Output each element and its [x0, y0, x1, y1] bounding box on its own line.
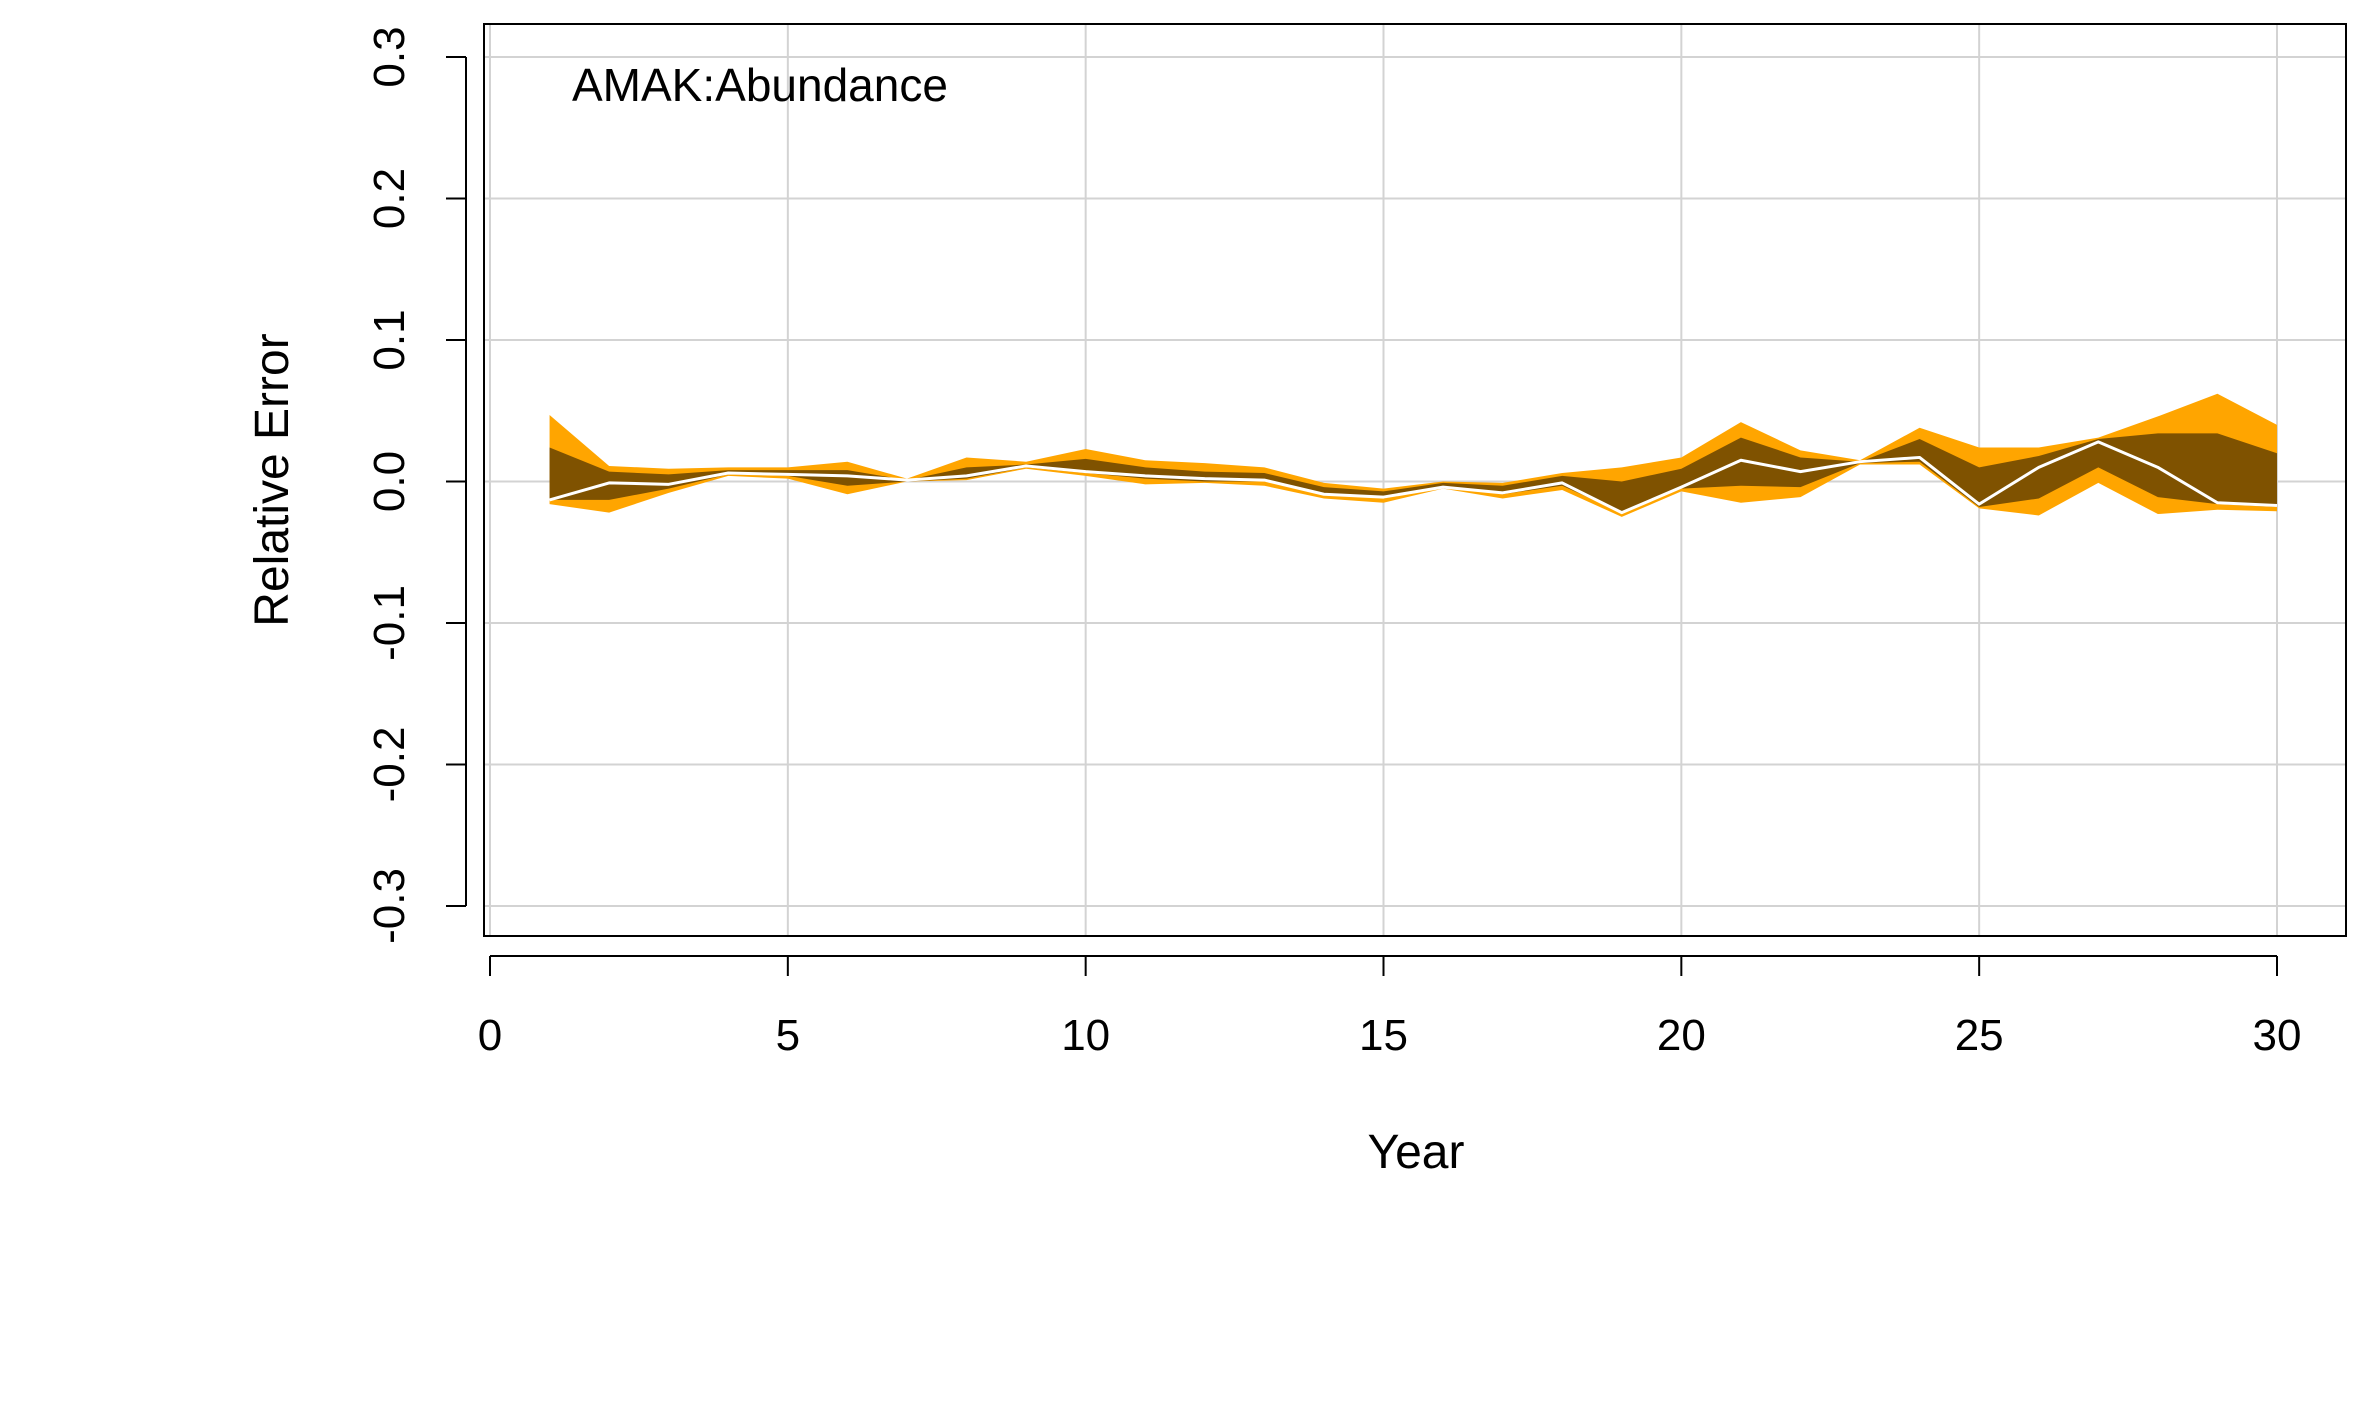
inner-error-band [549, 433, 2277, 513]
y-tick-label: 0.1 [365, 309, 414, 370]
y-axis-title: Relative Error [246, 333, 299, 626]
x-tick-label: 20 [1657, 1011, 1706, 1060]
y-tick-label: -0.3 [365, 868, 414, 944]
y-tick-label: 0.3 [365, 26, 414, 87]
x-tick-label: 5 [776, 1011, 800, 1060]
x-tick-label: 30 [2253, 1011, 2302, 1060]
y-tick-label: -0.2 [365, 727, 414, 803]
plot-frame [483, 23, 2347, 937]
y-tick-label: -0.1 [365, 585, 414, 661]
x-tick-label: 25 [1955, 1011, 2004, 1060]
median-line [549, 440, 2278, 515]
median-line-layer [549, 440, 2278, 515]
y-tick-label: 0.0 [365, 451, 414, 512]
x-tick-label: 0 [478, 1011, 502, 1060]
panel-annotation: AMAK:Abundance [572, 59, 948, 111]
y-tick-label: 0.2 [365, 168, 414, 229]
x-axis-title: Year [1368, 1126, 1465, 1179]
axes: 0 5 10 15 20 25 30 -0.3 -0.2 -0.1 0.0 0.1 0.2 0.3 [365, 26, 2301, 1060]
x-tick-label: 10 [1061, 1011, 1110, 1060]
x-tick-label: 15 [1359, 1011, 1408, 1060]
